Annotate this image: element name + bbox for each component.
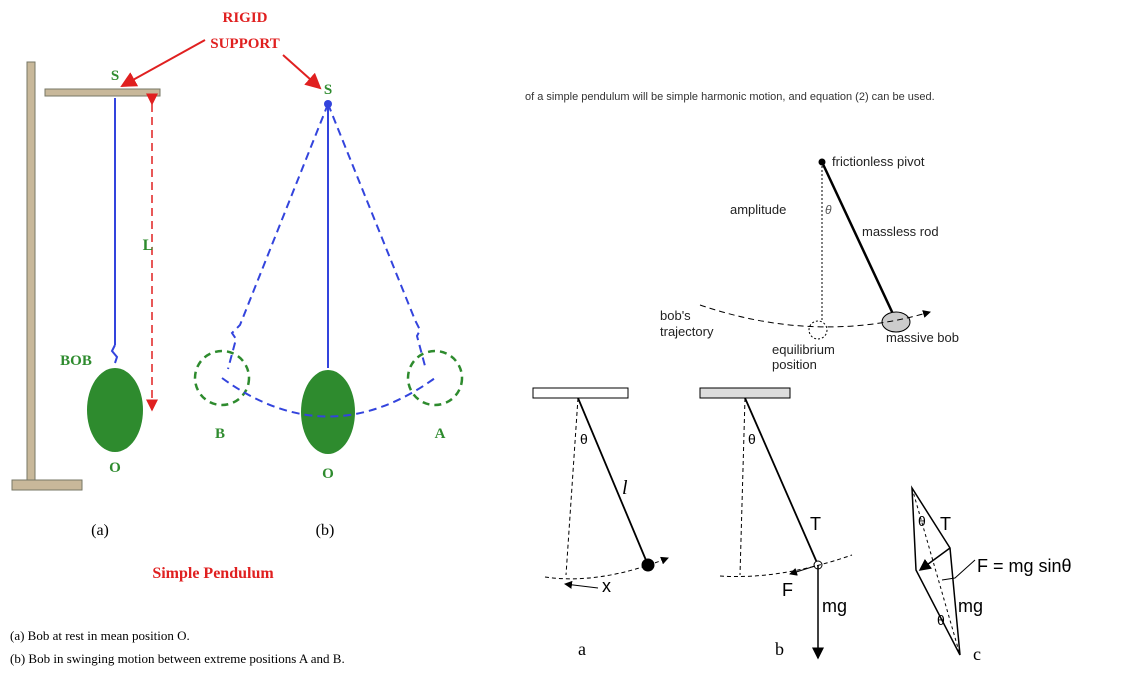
ceiling (532, 387, 629, 399)
label: mg (958, 596, 983, 616)
panel-label: (b) (316, 522, 335, 539)
label: O (109, 460, 121, 476)
label: L (143, 237, 154, 254)
label: B (215, 426, 225, 442)
string (744, 397, 819, 566)
label: S (111, 68, 119, 84)
label: F (782, 580, 793, 600)
arrow (120, 39, 206, 87)
stand-base (11, 479, 83, 491)
label: O (322, 466, 334, 482)
label: T (940, 514, 951, 534)
leader (941, 559, 976, 581)
bob (87, 368, 143, 452)
label: θ (825, 203, 832, 217)
caption: (a) Bob at rest in mean position O. (10, 628, 190, 643)
figure-title: Simple Pendulum (152, 565, 274, 582)
trajectory (719, 554, 853, 578)
label: massive bob (886, 330, 959, 345)
arrow (564, 580, 599, 589)
label: position (772, 357, 817, 372)
stand-beam (44, 88, 161, 97)
support-label: SUPPORT (210, 36, 279, 52)
panel-label: a (578, 639, 586, 659)
label: T (810, 514, 821, 534)
label: θ (748, 431, 756, 447)
stand-post (26, 61, 36, 483)
bob (881, 311, 911, 333)
panel-label: (a) (91, 522, 109, 539)
diagonal (911, 487, 961, 656)
vertical (565, 397, 579, 576)
equilibrium-bob (808, 320, 828, 340)
label: amplitude (730, 202, 786, 217)
label: frictionless pivot (832, 154, 925, 169)
force-arrow (918, 547, 951, 571)
label: S (324, 82, 332, 98)
label: equilibrium (772, 342, 835, 357)
label: mg (822, 596, 847, 616)
label: bob's (660, 308, 691, 323)
bob-extreme (193, 349, 251, 407)
label: x (602, 576, 611, 596)
trajectory (544, 556, 669, 580)
panel-label: b (775, 639, 784, 659)
extreme-string (227, 103, 329, 370)
ceiling (699, 387, 791, 399)
label: θ (937, 612, 945, 628)
label: θ (580, 431, 588, 447)
trajectory (699, 304, 931, 328)
rod (820, 161, 895, 315)
bob (641, 558, 655, 572)
panel-label: c (973, 644, 981, 664)
bob (301, 370, 355, 454)
support-label: RIGID (222, 10, 267, 26)
label: θ (918, 513, 926, 529)
label: l (622, 477, 628, 499)
arrow (282, 54, 322, 90)
label: F = mg sinθ (977, 556, 1072, 576)
vertical (739, 397, 746, 576)
extreme-string (327, 103, 426, 367)
label: trajectory (660, 324, 714, 339)
caption: (b) Bob in swinging motion between extre… (10, 651, 345, 666)
force-triangle (911, 485, 961, 656)
label: massless rod (862, 224, 939, 239)
trajectory (221, 377, 436, 418)
left-figure (11, 39, 464, 491)
bob-extreme (406, 349, 464, 407)
label: A (435, 426, 446, 442)
hook (110, 344, 119, 364)
string (577, 397, 649, 566)
right-figure (532, 158, 976, 660)
label: BOB (60, 353, 92, 369)
header-text: of a simple pendulum will be simple harm… (525, 91, 935, 103)
